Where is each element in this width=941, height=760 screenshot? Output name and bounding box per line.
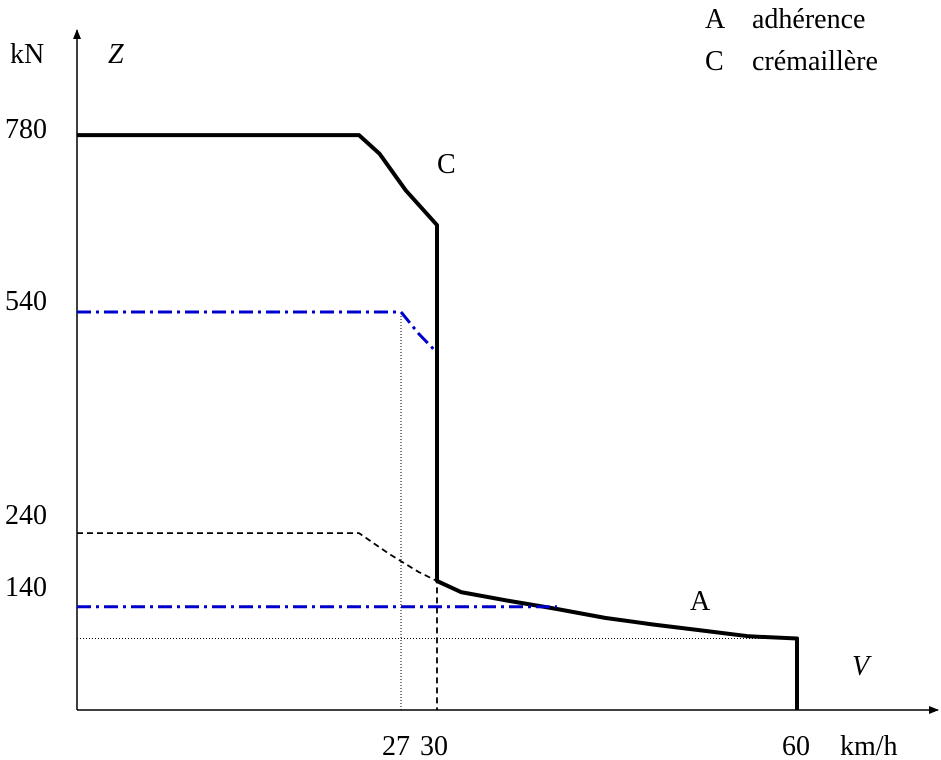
series-line-a [77,532,438,710]
legend: A adhérence C crémaillère [705,4,878,77]
curve-label-c: C [437,149,456,180]
y-tick-label: 240 [5,500,47,531]
x-symbol-label: V [852,651,872,682]
series-line-2 [77,310,439,354]
x-tick-label: 27 [382,731,410,760]
series-line-c [77,133,799,710]
series-lines [77,133,799,710]
legend-key: A [705,4,726,35]
x-unit-label: km/h [840,731,898,760]
legend-text: crémaillère [752,46,878,77]
x-tick-label: 30 [420,731,448,760]
y-symbol-label: Z [108,39,124,70]
y-tick-label: 780 [5,114,47,145]
axes [73,29,939,714]
y-unit-label: kN [10,39,44,70]
y-tick-label: 140 [5,572,47,603]
curve-label-a: A [690,586,711,617]
y-tick-label: 540 [5,286,47,317]
legend-key: C [705,46,724,77]
x-tick-label: 60 [782,731,810,760]
legend-text: adhérence [752,4,865,35]
